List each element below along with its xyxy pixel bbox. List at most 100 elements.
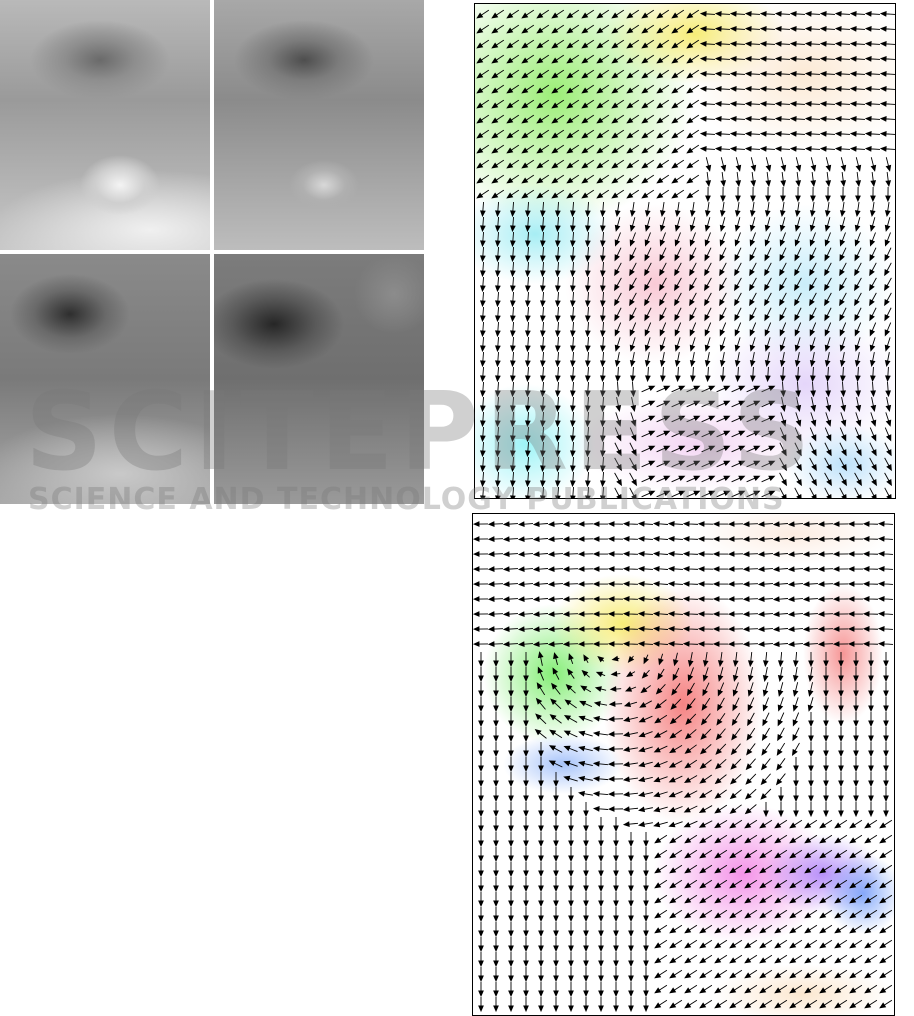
flow-arrow (749, 307, 757, 322)
flow-arrow (551, 159, 565, 169)
flow-arrow (879, 849, 893, 859)
flow-arrow (854, 337, 861, 352)
flow-arrow (476, 9, 490, 19)
flow-arrow (584, 231, 591, 248)
flow-arrow (808, 757, 814, 773)
flow-arrow (864, 101, 881, 107)
flow-arrow (493, 802, 499, 818)
flow-arrow (523, 802, 529, 818)
flow-arrow (774, 954, 788, 964)
flow-arrow (562, 581, 579, 587)
flow-arrow (493, 847, 499, 863)
flow-arrow (578, 790, 593, 797)
flow-arrow (684, 759, 698, 769)
flow-arrow (794, 487, 802, 498)
flow-arrow (729, 146, 746, 152)
flow-arrow (506, 189, 520, 199)
flow-arrow (701, 697, 711, 711)
flow-arrow (566, 9, 580, 19)
flow-arrow (523, 817, 529, 833)
flow-arrow (553, 907, 559, 923)
flow-arrow (669, 939, 683, 949)
flow-arrow (614, 262, 622, 277)
flow-arrow (629, 202, 636, 218)
flow-arrow (532, 551, 549, 557)
flow-arrow (523, 892, 529, 908)
flow-arrow (854, 307, 862, 322)
flow-arrow (491, 9, 505, 19)
flow-arrow (809, 352, 816, 367)
flow-arrow (792, 667, 799, 683)
flow-arrow (729, 116, 746, 122)
flow-arrow (810, 171, 817, 188)
flow-arrow (686, 39, 700, 49)
flow-arrow (476, 144, 490, 154)
flow-arrow (517, 581, 534, 587)
flow-arrow (759, 924, 773, 934)
flow-arrow (592, 551, 609, 557)
flow-arrow (656, 415, 671, 423)
flow-arrow (792, 727, 800, 742)
flow-arrow (494, 351, 501, 368)
flow-arrow (615, 397, 622, 412)
flow-arrow (659, 352, 666, 367)
flow-arrow (712, 536, 729, 542)
flow-arrow (774, 894, 788, 904)
flow-arrow (491, 99, 505, 109)
flow-arrow (568, 832, 574, 848)
flow-arrow (716, 445, 731, 453)
flow-arrow (487, 551, 504, 557)
flow-arrow (509, 246, 516, 263)
flow-arrow (581, 159, 595, 169)
flow-arrow (747, 712, 755, 727)
flow-arrow (807, 697, 814, 712)
flow-arrow (554, 291, 561, 308)
flow-arrow (772, 521, 789, 527)
flow-arrow (838, 787, 844, 803)
flow-arrow (699, 849, 713, 859)
flow-arrow (508, 832, 514, 848)
flow-arrow (523, 742, 529, 758)
flow-arrow (614, 427, 622, 442)
flow-arrow (834, 56, 851, 62)
flow-arrow (494, 471, 501, 488)
flow-arrow (613, 892, 619, 908)
flow-arrow (855, 171, 862, 188)
flow-arrow (523, 757, 529, 773)
flow-arrow (792, 712, 800, 727)
flow-arrow (643, 922, 649, 938)
flow-arrow (671, 174, 685, 184)
flow-arrow (757, 626, 774, 632)
flow-arrow (667, 521, 684, 527)
flow-arrow (508, 952, 514, 968)
flow-arrow (776, 758, 786, 771)
flow-arrow (683, 820, 698, 828)
flow-arrow (853, 652, 859, 668)
flow-arrow (802, 581, 819, 587)
flow-arrow (592, 775, 609, 782)
flow-arrow (864, 116, 881, 122)
flow-arrow (506, 39, 520, 49)
flow-arrow (494, 336, 501, 353)
flow-arrow (536, 99, 550, 109)
flow-arrow (517, 551, 534, 557)
flow-arrow (864, 879, 878, 889)
flow-arrow (834, 924, 848, 934)
flow-arrow (819, 999, 833, 1009)
flow-arrow (744, 879, 758, 889)
flow-arrow (538, 802, 544, 818)
flow-arrow (746, 400, 761, 408)
flow-arrow (823, 712, 829, 728)
flow-arrow (566, 174, 580, 184)
flow-arrow (494, 291, 501, 308)
flow-arrow (478, 742, 484, 758)
flow-arrow (764, 292, 772, 307)
flow-arrow (824, 457, 832, 472)
flow-arrow (596, 84, 610, 94)
flow-arrow (879, 834, 893, 844)
flow-arrow (849, 101, 866, 107)
flow-arrow (669, 729, 682, 739)
flow-arrow (613, 877, 619, 893)
flow-arrow (569, 261, 576, 278)
flow-arrow (847, 536, 864, 542)
